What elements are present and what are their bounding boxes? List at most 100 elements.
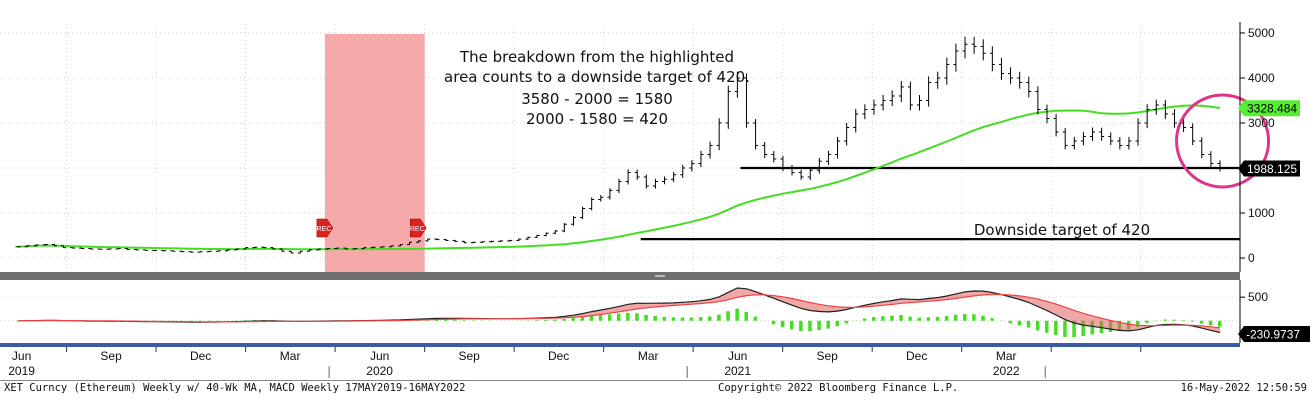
macd-histogram-bar — [899, 315, 903, 321]
macd-histogram-bar — [1026, 320, 1031, 328]
macd-histogram-bar — [1072, 320, 1076, 338]
time-axis-year-label: 2021 — [724, 364, 751, 378]
macd-histogram-bar — [1054, 320, 1058, 335]
footer-divider — [0, 380, 1240, 381]
macd-histogram-bar — [1163, 319, 1167, 321]
macd-histogram-bar — [443, 319, 448, 321]
time-axis-tick-label: Jun — [728, 349, 747, 363]
panel-splitter[interactable] — [0, 272, 1240, 280]
rec-marker-icon — [409, 218, 427, 238]
time-axis-tick-label: Jun — [370, 349, 389, 363]
highlight-circle — [1175, 93, 1271, 189]
macd-histogram-bar — [689, 317, 694, 321]
recession-shading — [324, 34, 425, 272]
time-axis-tick-label: Jun — [12, 349, 31, 363]
ma-line — [17, 104, 1221, 251]
annotation-line-3: 3580 - 2000 = 1580 — [521, 90, 673, 108]
time-axis-tick-label: Mar — [638, 349, 659, 363]
macd-histogram-bar — [981, 315, 985, 321]
macd-histogram-bar — [744, 311, 748, 321]
last-value-tag-label: 3328.484 — [1247, 102, 1297, 116]
macd-histogram-bar — [1208, 320, 1213, 326]
macd-histogram-bar — [662, 316, 667, 321]
recession-markers: REC REC — [317, 218, 427, 238]
macd-signal-fill — [18, 288, 1220, 333]
time-axis-tick-label: Dec — [548, 349, 569, 363]
macd-histogram-bar — [635, 313, 639, 321]
macd-histogram-bar — [908, 316, 912, 321]
macd-histogram-bar — [972, 314, 976, 321]
macd-histogram-bar — [607, 314, 612, 321]
macd-histogram-bar — [871, 317, 876, 321]
macd-histogram-bar — [598, 314, 603, 321]
macd-histogram-bar — [580, 316, 585, 321]
price-axis-tick-label: 5000 — [1248, 26, 1275, 40]
macd-histogram-bar — [953, 314, 958, 321]
macd-histogram-bar — [944, 316, 949, 321]
splitter-grip-icon — [655, 275, 665, 277]
last-value-tags: 3328.484 1988.125 — [1238, 100, 1300, 177]
macd-histogram-bar — [862, 318, 867, 321]
time-axis-year-label: 2022 — [993, 364, 1020, 378]
time-axis-tick-label: Sep — [458, 349, 480, 363]
macd-histogram-bar — [753, 316, 758, 321]
macd-histogram-bar — [926, 317, 931, 321]
macd-histogram-bar — [808, 320, 812, 332]
macd-histogram-bar — [462, 320, 466, 321]
macd-histogram-bar — [1172, 319, 1176, 321]
time-axis-year-label: 2020 — [366, 364, 393, 378]
macd-histogram-bar — [644, 314, 648, 321]
macd-histogram-bar — [698, 317, 703, 321]
macd-histogram-bar — [780, 320, 785, 328]
macd-histogram-bar — [16, 320, 20, 322]
macd-histogram-bar — [917, 317, 921, 321]
last-value-tag — [1238, 160, 1300, 177]
macd-histogram-bar — [1218, 320, 1222, 327]
last-value-tag-label: 1988.125 — [1247, 162, 1297, 176]
time-axis-tick-label: Mar — [996, 349, 1017, 363]
price-grid — [0, 24, 1240, 270]
rec-marker-label: REC — [317, 226, 332, 233]
macd-histogram-bar — [562, 318, 566, 321]
macd-histogram-bar — [817, 320, 821, 331]
price-axis-tick-label: 0 — [1248, 251, 1255, 265]
price-series — [15, 36, 1223, 254]
price-y-axis: 010002000300040005000 — [1239, 22, 1275, 272]
time-axis-tick-label: Sep — [817, 349, 839, 363]
macd-histogram-bar — [1145, 320, 1149, 324]
macd-histogram-bar — [726, 311, 730, 321]
time-axis-tick-label: Dec — [906, 349, 927, 363]
footer-copyright: Copyright© 2022 Bloomberg Finance L.P. — [718, 382, 959, 394]
macd-histogram-bar — [680, 317, 685, 321]
macd-histogram-bar — [1063, 320, 1067, 337]
macd-histogram-bar — [1008, 320, 1013, 324]
time-axis-tick-label: Mar — [280, 349, 301, 363]
last-value-tag — [1238, 100, 1300, 117]
macd-histogram-bar — [835, 320, 840, 327]
macd-histogram-bar — [735, 308, 739, 321]
macd-histogram-bar — [1190, 320, 1195, 322]
macd-histogram-bar — [571, 318, 575, 321]
time-axis-tick-label: Dec — [190, 349, 211, 363]
price-axis-tick-label: 1000 — [1248, 206, 1275, 220]
macd-value-tag-label: -230.9737 — [1246, 328, 1300, 342]
macd-histogram-bar — [881, 316, 885, 321]
macd-histogram-bar — [717, 314, 721, 321]
rec-marker-label: REC — [410, 226, 425, 233]
macd-histogram-bar — [1181, 320, 1186, 321]
macd-histogram-bar — [844, 320, 849, 324]
macd-histogram-bar — [626, 312, 630, 321]
macd-histogram-bar — [799, 320, 803, 332]
macd-histogram-bar — [1017, 320, 1022, 326]
macd-histogram-bar — [553, 319, 557, 321]
macd-histogram-bar — [535, 320, 539, 321]
signal-line — [17, 293, 1221, 329]
price-panel-frame — [0, 22, 1240, 272]
macd-histogram-bar — [252, 320, 257, 321]
macd-histogram-bar — [653, 315, 657, 321]
macd-histogram-bar — [1199, 320, 1204, 324]
macd-histogram-bar — [790, 320, 794, 330]
macd-histogram-bar — [1090, 320, 1095, 335]
